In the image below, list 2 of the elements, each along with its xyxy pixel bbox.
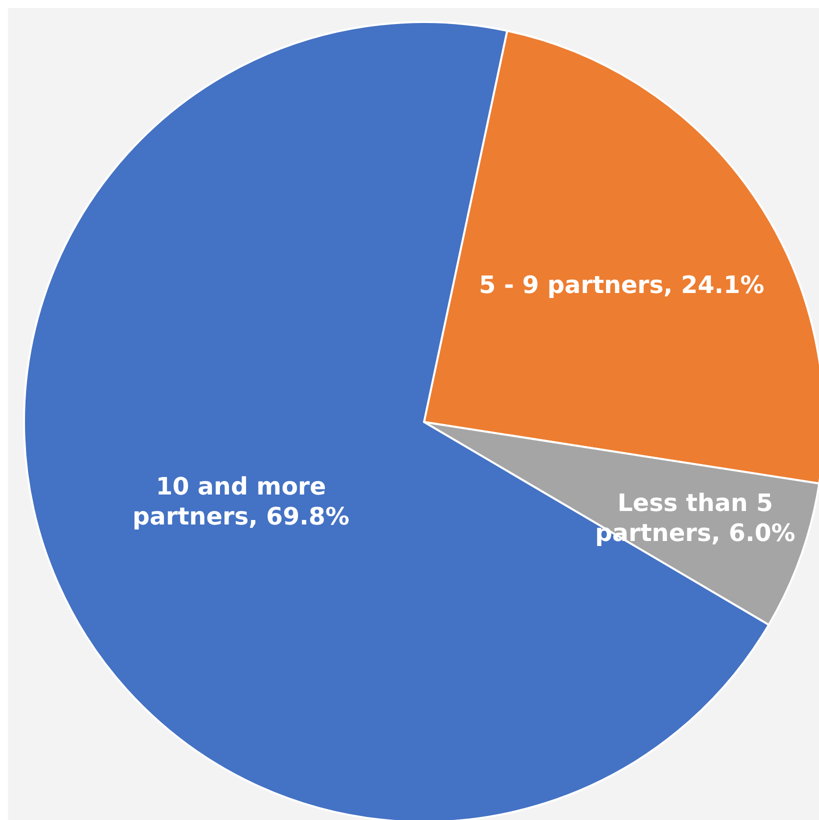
slice-label: 10 and more partners, 69.8% bbox=[132, 472, 350, 530]
slice-label: 5 - 9 partners, 24.1% bbox=[478, 270, 764, 298]
